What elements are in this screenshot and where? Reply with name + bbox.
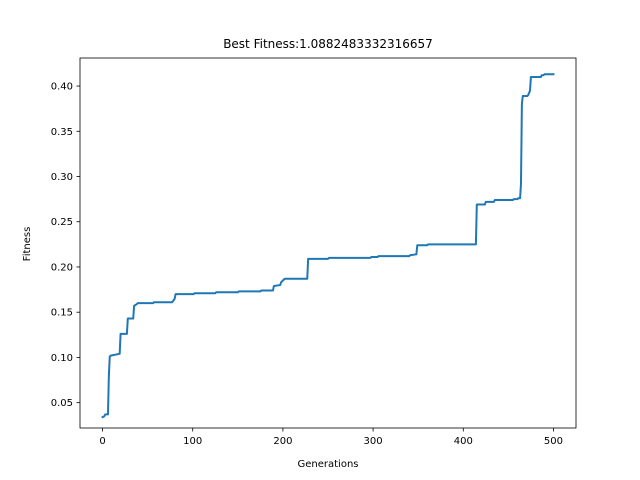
plot-area (101, 73, 555, 419)
y-tick-label: 0.30 (51, 172, 73, 183)
y-axis-ticks: 0.05 0.10 0.15 0.20 0.25 0.30 0.35 0.40 (51, 82, 80, 409)
y-tick-label: 0.20 (51, 262, 73, 273)
chart-title: Best Fitness:1.0882483332316657 (223, 37, 433, 51)
x-tick-label: 0 (99, 436, 105, 447)
y-tick-label: 0.05 (51, 398, 73, 409)
x-tick-label: 500 (544, 436, 563, 447)
x-tick-label: 400 (454, 436, 473, 447)
x-tick-label: 200 (273, 436, 292, 447)
y-tick-label: 0.10 (51, 353, 73, 364)
x-axis-ticks: 0 100 200 300 400 500 (99, 428, 563, 447)
x-axis-label: Generations (298, 459, 359, 470)
y-axis-label: Fitness (22, 227, 33, 262)
x-tick-label: 100 (183, 436, 202, 447)
plot-frame (79, 57, 577, 429)
y-tick-label: 0.35 (51, 127, 73, 138)
series-line (101, 73, 555, 419)
y-tick-label: 0.40 (51, 82, 73, 93)
y-tick-label: 0.15 (51, 308, 73, 319)
y-tick-label: 0.25 (51, 217, 73, 228)
x-tick-label: 300 (364, 436, 383, 447)
